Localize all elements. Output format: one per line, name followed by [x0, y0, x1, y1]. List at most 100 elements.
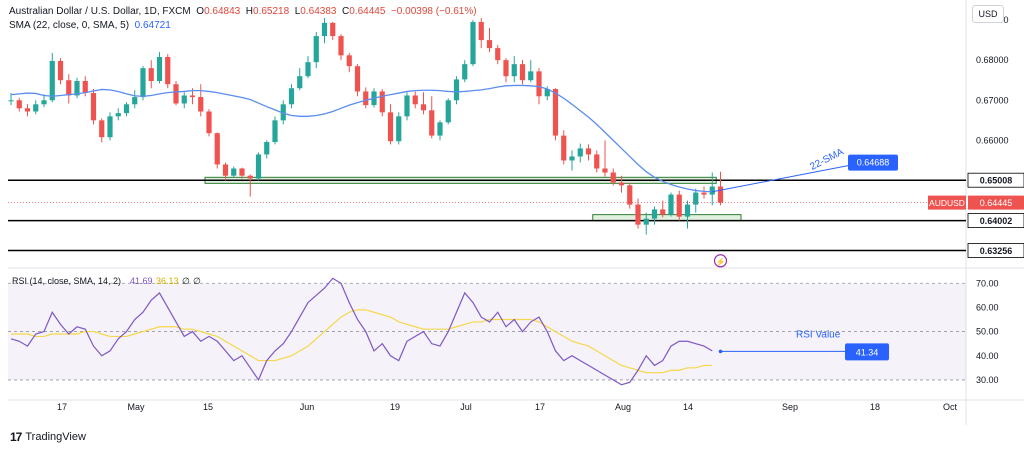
candle-body [189, 95, 196, 98]
candle-body [495, 48, 501, 61]
candle-body [536, 71, 542, 97]
candle-body [635, 204, 641, 225]
candle-body [231, 168, 237, 176]
tradingview-logo[interactable]: 17 TradingView [10, 430, 86, 444]
candle [288, 84, 295, 109]
time-tick-label: May [127, 402, 145, 412]
candle [552, 88, 559, 141]
candle [297, 68, 303, 91]
candle-body [99, 120, 105, 138]
candle [305, 56, 311, 79]
rsi-legend-value: 41.69 [130, 276, 153, 286]
candle [255, 152, 262, 181]
tv-icon: 17 [10, 430, 22, 444]
candle [676, 190, 682, 221]
candle-body [280, 104, 286, 121]
time-tick-label: 17 [535, 402, 545, 412]
candle-body [701, 192, 707, 195]
time-tick-label: 14 [683, 402, 693, 412]
level-label: 0.65008 [967, 172, 1024, 188]
candle [214, 132, 220, 169]
level-label: 0.64002 [967, 213, 1024, 228]
candle-body [41, 100, 47, 105]
candle-body [140, 68, 146, 98]
candle [585, 144, 592, 161]
candle-body [288, 88, 295, 105]
symbol-price-tag [928, 195, 966, 210]
candle-body [486, 40, 493, 49]
candle [74, 77, 80, 99]
candle-body [602, 168, 608, 173]
rsi-legend-title: RSI (14, close, SMA, 14, 2) [12, 276, 121, 286]
candle [486, 28, 493, 53]
candle [123, 102, 130, 117]
logo-text: TradingView [25, 431, 86, 443]
candle [272, 116, 278, 145]
candle [470, 20, 476, 67]
rsi-tick-label: 60.00 [976, 302, 999, 312]
candle [387, 104, 394, 145]
candle [346, 52, 352, 73]
candle [420, 92, 427, 115]
candle-body [206, 111, 212, 134]
candle-body [115, 113, 121, 117]
candle [437, 120, 443, 141]
rsi-value-text: 41.34 [856, 347, 879, 357]
price-tick-label: 0.68000 [976, 55, 1009, 65]
candle [684, 200, 691, 229]
current-price-text: 0.64445 [980, 198, 1013, 208]
candle-body [8, 100, 14, 102]
close-value: 0.64445 [349, 6, 386, 17]
change-value: −0.00398 (−0.61%) [390, 6, 477, 17]
candle [264, 140, 270, 159]
symbol-header: Australian Dollar / U.S. Dollar, 1D, FXC… [9, 6, 477, 17]
currency-button[interactable]: USD [972, 5, 1004, 23]
candle [107, 112, 113, 141]
candle-body [239, 168, 245, 176]
candle [90, 89, 97, 125]
rsi-tick-label: 30.00 [976, 375, 999, 385]
candle [8, 93, 14, 106]
sma-callout-text: 22-SMA [808, 146, 845, 172]
candle-body [445, 100, 451, 123]
candle-body [585, 148, 592, 155]
candle [354, 64, 361, 97]
candle [577, 143, 583, 163]
candle [24, 104, 31, 117]
candle-body [577, 148, 583, 157]
candle-body [222, 164, 229, 176]
candle [338, 34, 344, 61]
candle-body [247, 175, 253, 179]
time-tick-label: 15 [203, 402, 213, 412]
candle-body [156, 56, 163, 82]
rsi-value-box [845, 343, 889, 361]
candle-body [148, 68, 154, 82]
time-tick-label: Jun [300, 402, 315, 412]
candle [330, 22, 336, 41]
candle [57, 58, 64, 85]
candle [404, 92, 410, 121]
candle-body [297, 76, 303, 89]
candle-body [544, 89, 550, 97]
time-tick-label: 18 [870, 402, 880, 412]
candle [478, 18, 484, 49]
candle-body [561, 135, 567, 161]
sma-line [10, 84, 713, 193]
rsi-tick-label: 50.00 [976, 327, 999, 337]
candle-body [313, 36, 319, 63]
symbol-name: Australian Dollar / U.S. Dollar, 1D, FXC… [9, 6, 191, 17]
candle-body [214, 133, 220, 165]
level-label-box [967, 243, 1024, 258]
candle [363, 87, 369, 109]
level-label: 0.63256 [967, 243, 1024, 258]
candle [429, 96, 435, 139]
candle-body [198, 97, 204, 112]
candle [528, 60, 534, 83]
candle [321, 18, 328, 44]
candle-body [528, 71, 534, 81]
candle-body [470, 22, 476, 65]
candle [132, 90, 138, 109]
candle-body [82, 81, 88, 94]
candle-body [651, 209, 658, 219]
